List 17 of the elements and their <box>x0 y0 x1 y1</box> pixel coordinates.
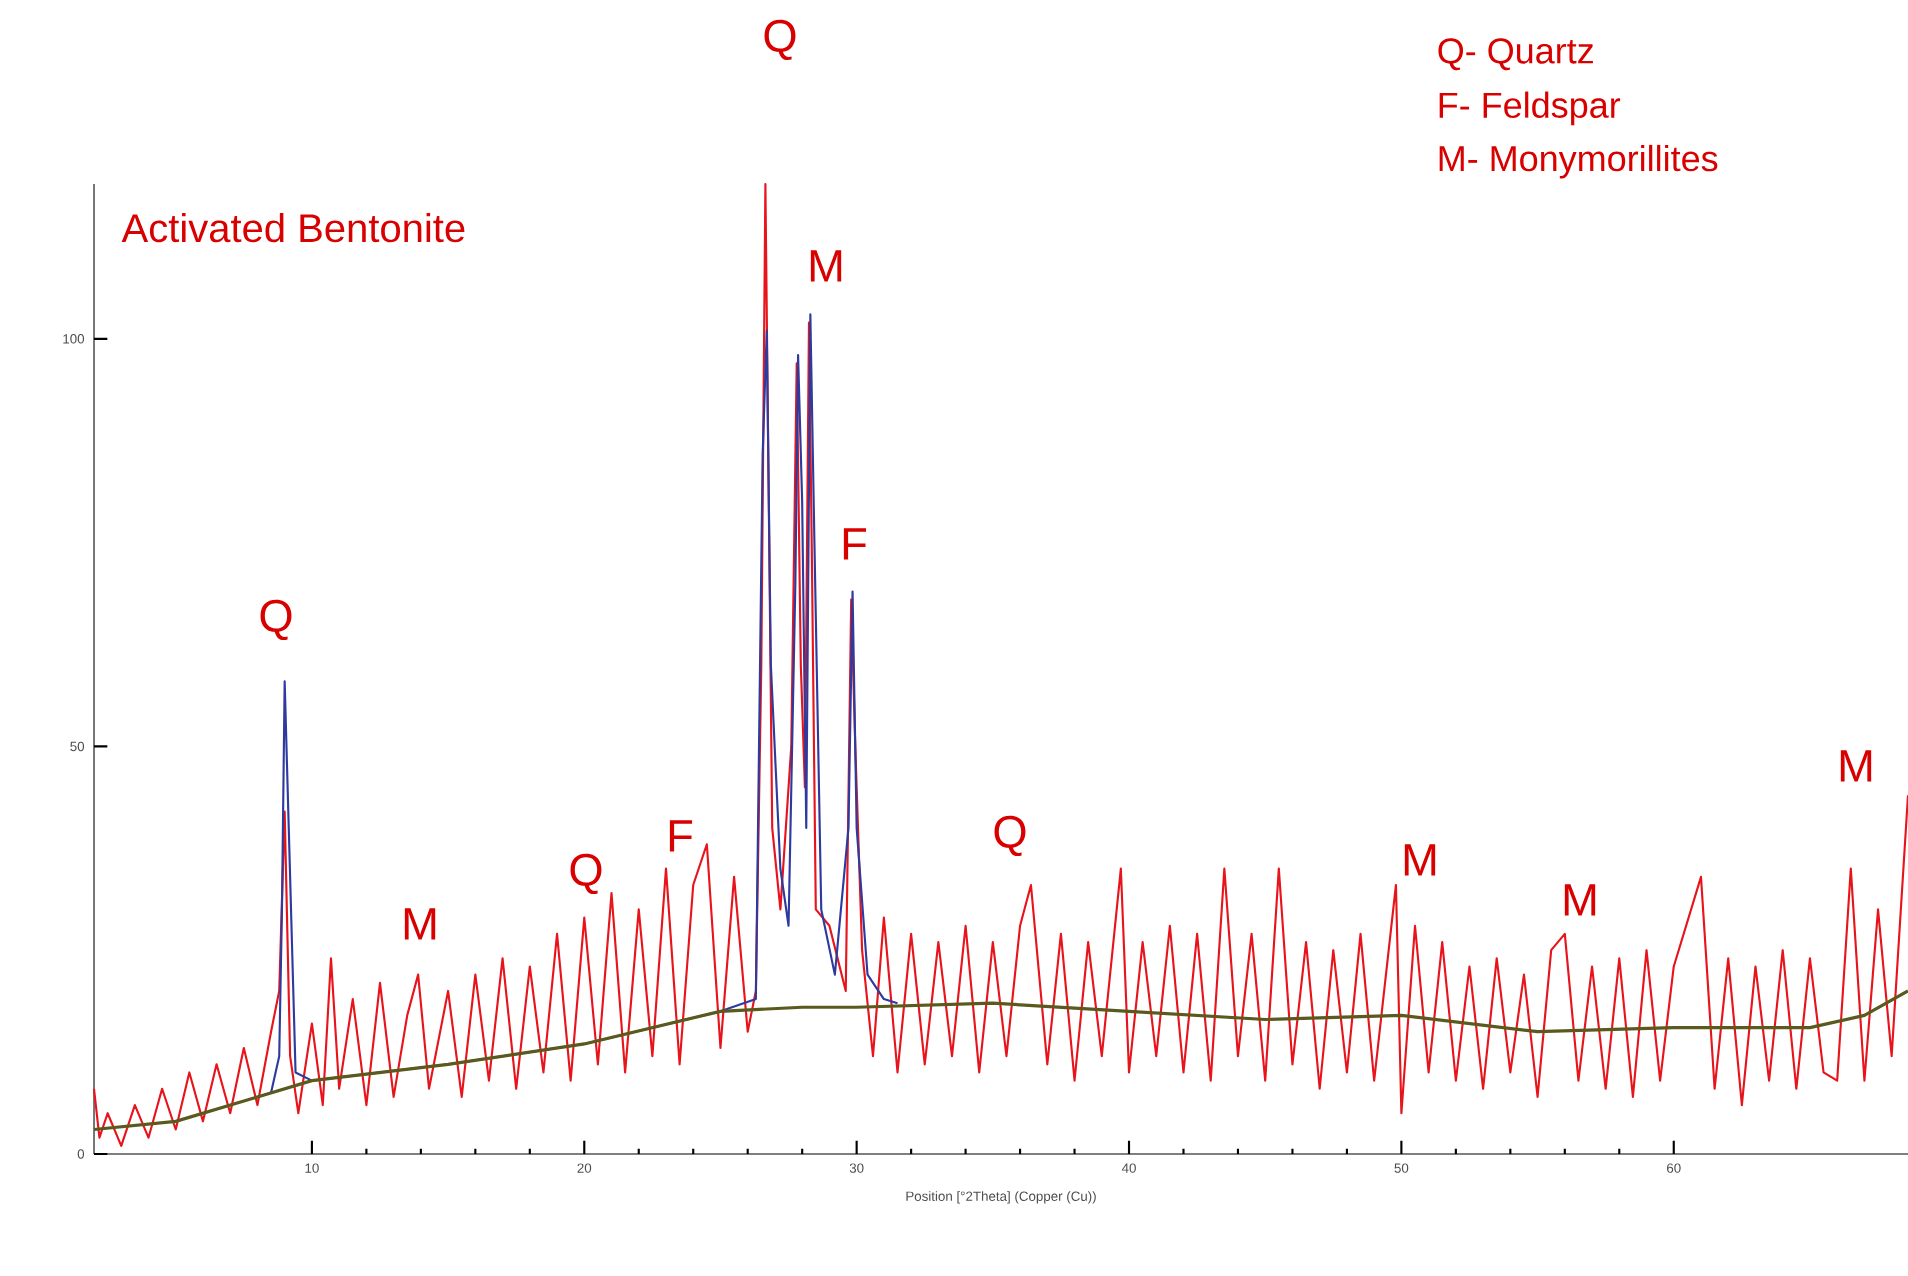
annotation: M <box>1840 750 1872 782</box>
annotation: F <box>669 820 693 852</box>
text: Q <box>764 19 796 61</box>
text: Activated Bentonite <box>121 212 465 243</box>
line-series <box>92 182 1908 1147</box>
annotation: Q <box>260 599 292 641</box>
annotation: M <box>1404 844 1436 876</box>
annotation: M <box>810 250 842 282</box>
annotation: M <box>404 908 436 940</box>
text: M- Monymorillites <box>1439 144 1718 179</box>
text: F- Feldspar <box>1439 91 1621 126</box>
text: Q- Quartz <box>1438 38 1593 71</box>
annotation: Q <box>570 853 602 895</box>
annotation: F <box>843 528 867 560</box>
annotation: M <box>1564 884 1596 916</box>
line-series <box>92 989 1908 1132</box>
annotation: Q <box>994 815 1026 857</box>
